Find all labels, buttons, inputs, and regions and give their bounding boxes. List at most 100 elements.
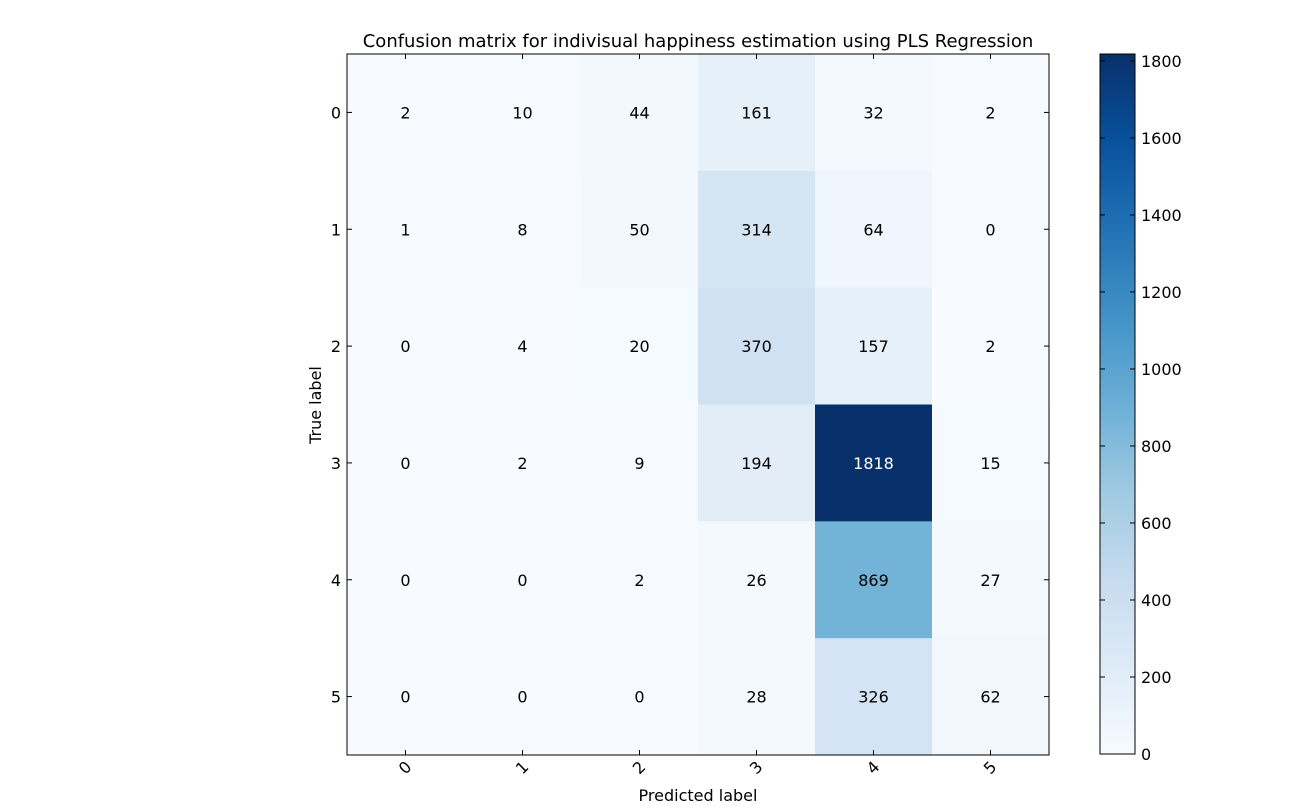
- cell-value-label: 62: [980, 688, 1000, 707]
- cell-value-label: 0: [400, 337, 410, 356]
- cell-labels: 2 10 44 161 32 21 8 50 314 64 00 4 20 370 157 20 2 9 194 18…: [400, 103, 1000, 706]
- cell-value-label: 157: [858, 337, 889, 356]
- heatmap-cell: [464, 54, 582, 172]
- heatmap-cell: [932, 638, 1050, 756]
- heatmap-cell: [698, 638, 816, 756]
- cell-value-label: 1818: [853, 454, 894, 473]
- colorbar: [1099, 53, 1136, 755]
- heatmap-cells: [347, 54, 1050, 756]
- cell-value-label: 1: [400, 220, 410, 239]
- cell-value-label: 32: [863, 103, 883, 122]
- cell-value-label: 0: [400, 454, 410, 473]
- colorbar-tick-label: 600: [1141, 514, 1172, 533]
- x-tick-label: 1: [512, 757, 533, 778]
- heatmap-cell: [347, 287, 465, 405]
- cell-value-label: 50: [629, 220, 649, 239]
- heatmap-cell: [815, 170, 933, 289]
- heatmap-cell: [581, 638, 699, 756]
- heatmap-cell: [347, 404, 465, 522]
- y-tick-label: 3: [331, 454, 341, 473]
- cell-value-label: 0: [634, 688, 644, 707]
- cell-value-label: 869: [858, 571, 889, 590]
- y-tick-label: 5: [331, 688, 341, 707]
- heatmap-cell: [581, 521, 699, 639]
- heatmap-cell: [581, 170, 699, 289]
- cell-value-label: 2: [634, 571, 644, 590]
- plot-frame: [346, 53, 1050, 756]
- x-tick-label: 3: [746, 757, 767, 778]
- cell-value-label: 194: [741, 454, 772, 473]
- heatmap-cell: [464, 287, 582, 405]
- heatmap-cell: [815, 404, 933, 522]
- colorbar-tick-label: 1400: [1141, 206, 1182, 225]
- heatmap-cell: [464, 638, 582, 756]
- heatmap-cell: [698, 170, 816, 289]
- heatmap-cell: [698, 287, 816, 405]
- colorbar-tick-label: 0: [1141, 745, 1151, 764]
- colorbar-tick-label: 800: [1141, 437, 1172, 456]
- heatmap-cell: [581, 404, 699, 522]
- heatmap-cell: [581, 287, 699, 405]
- heatmap-cell: [347, 170, 465, 289]
- heatmap-cell: [464, 170, 582, 289]
- cell-value-label: 10: [512, 103, 532, 122]
- x-tick-label: 0: [395, 757, 416, 778]
- cell-value-label: 64: [863, 220, 883, 239]
- heatmap-cell: [347, 638, 465, 756]
- colorbar-tick-label: 200: [1141, 668, 1172, 687]
- heatmap-cell: [932, 170, 1050, 289]
- x-tick-label: 2: [629, 757, 650, 778]
- y-tick-label: 2: [331, 337, 341, 356]
- colorbar-tick-label: 1200: [1141, 283, 1182, 302]
- chart-title: Confusion matrix for indivisual happines…: [363, 31, 1034, 52]
- cell-value-label: 326: [858, 688, 889, 707]
- cell-value-label: 4: [517, 337, 527, 356]
- cell-value-label: 44: [629, 103, 649, 122]
- x-tick-label: 5: [980, 757, 1001, 778]
- cell-value-label: 27: [980, 571, 1000, 590]
- heatmap-cell: [698, 521, 816, 639]
- heatmap-cell: [932, 54, 1050, 172]
- cell-value-label: 9: [634, 454, 644, 473]
- y-axis-ticks: 0 1 2 3 4 5: [331, 103, 1049, 707]
- y-tick-label: 1: [331, 220, 341, 239]
- heatmap-cell: [815, 521, 933, 639]
- cell-value-label: 15: [980, 454, 1000, 473]
- colorbar-tick-label: 1600: [1141, 129, 1182, 148]
- heatmap-cell: [932, 287, 1050, 405]
- colorbar-ticks: 0 200 400 600 800 1000 1200 1400 1600 1800: [1100, 52, 1182, 764]
- cell-value-label: 2: [985, 103, 995, 122]
- heatmap-cell: [698, 404, 816, 522]
- cell-value-label: 0: [985, 220, 995, 239]
- heatmap-cell: [815, 638, 933, 756]
- cell-value-label: 28: [746, 688, 766, 707]
- heatmap-cell: [347, 54, 465, 172]
- heatmap-cell: [581, 54, 699, 172]
- cell-value-label: 20: [629, 337, 649, 356]
- cell-value-label: 161: [741, 103, 772, 122]
- heatmap-cell: [932, 404, 1050, 522]
- heatmap-cell: [815, 287, 933, 405]
- cell-value-label: 370: [741, 337, 772, 356]
- heatmap-cell: [698, 54, 816, 172]
- cell-value-label: 2: [985, 337, 995, 356]
- colorbar-tick-label: 1000: [1141, 360, 1182, 379]
- cell-value-label: 2: [400, 103, 410, 122]
- cell-value-label: 8: [517, 220, 527, 239]
- heatmap-cell: [932, 521, 1050, 639]
- cell-value-label: 314: [741, 220, 772, 239]
- x-tick-label: 4: [863, 757, 884, 778]
- x-axis-label: Predicted label: [639, 786, 758, 805]
- cell-value-label: 0: [517, 571, 527, 590]
- cell-value-label: 0: [400, 571, 410, 590]
- cell-value-label: 2: [517, 454, 527, 473]
- y-tick-label: 0: [331, 103, 341, 122]
- colorbar-tick-label: 1800: [1141, 52, 1182, 71]
- cell-value-label: 26: [746, 571, 766, 590]
- heatmap-cell: [815, 54, 933, 172]
- heatmap-cell: [464, 521, 582, 639]
- heatmap-cell: [347, 521, 465, 639]
- cell-value-label: 0: [400, 688, 410, 707]
- y-tick-label: 4: [331, 571, 341, 590]
